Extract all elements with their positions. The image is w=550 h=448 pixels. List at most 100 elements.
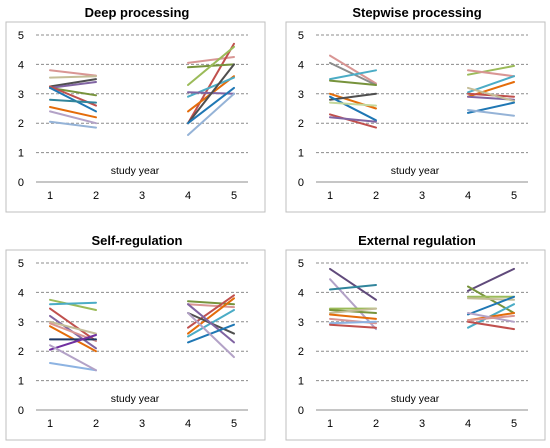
series-line [329,116,377,123]
series-line [329,95,377,122]
plot-frame [285,21,546,213]
x-tick-label: 3 [139,190,145,202]
y-tick-label: 2 [298,118,304,130]
y-tick-label: 5 [298,30,304,42]
x-tick-label: 3 [419,190,425,202]
x-tick-label: 5 [511,190,517,202]
plot-frame [5,21,266,213]
chart-title: Stepwise processing [352,5,481,20]
series-line [329,323,377,329]
y-tick-label: 1 [18,148,24,160]
series-line [329,101,377,107]
series-line [49,81,97,89]
plot-frame [285,249,546,441]
series-line [467,86,515,103]
y-tick-label: 0 [298,405,304,417]
series-line [329,267,377,301]
series-line [49,334,97,351]
y-tick-label: 0 [298,177,304,189]
y-tick-label: 5 [298,258,304,270]
x-tick-label: 5 [231,418,237,430]
series-line [187,92,235,136]
series-line [49,110,97,125]
chart-svg: Self-regulation 0 1 2 3 4 5 1 2 3 4 5 study year [5,233,266,441]
x-tick-label: 4 [185,418,191,430]
series-line [329,92,377,101]
y-tick-label: 2 [18,118,24,130]
chart-title: Deep processing [85,5,190,20]
x-tick-label: 4 [465,418,471,430]
chart-title: External regulation [358,233,476,248]
y-tick-label: 1 [298,148,304,160]
x-tick-label: 4 [465,190,471,202]
y-tick-label: 3 [298,89,304,101]
y-tick-label: 3 [18,89,24,101]
series-line [329,307,377,314]
series-line [187,63,235,125]
chart-stepwise-processing: Stepwise processing 0 1 2 3 4 5 1 2 3 4 5 study year [280,0,550,220]
y-tick-label: 1 [298,376,304,388]
y-tick-label: 3 [298,317,304,329]
series-line [49,298,97,311]
series-line [187,294,235,329]
x-tick-label: 3 [419,418,425,430]
series-line [49,106,97,119]
series-line [49,344,97,372]
series-line [329,69,377,81]
series-line [49,301,97,306]
series-line [467,267,515,292]
series-line [467,109,515,117]
x-tick-label: 2 [93,190,99,202]
x-axis-label: study year [111,393,160,405]
x-tick-label: 2 [373,190,379,202]
series-line [467,64,515,76]
x-tick-label: 2 [373,418,379,430]
chart-external-regulation: External regulation 0 1 2 3 4 5 1 2 3 4 5 study year [280,228,550,448]
series-line [49,75,97,79]
series-line [49,69,97,77]
series-line [467,314,515,322]
series-line [49,362,97,372]
x-tick-label: 1 [327,418,333,430]
x-tick-label: 2 [93,418,99,430]
x-axis-label: study year [391,165,440,177]
y-tick-label: 5 [18,30,24,42]
series-line [467,320,515,331]
series-line [49,307,97,342]
y-tick-label: 4 [298,59,304,71]
y-tick-label: 1 [18,376,24,388]
plot-frame [5,249,266,441]
series-line [187,303,235,344]
series-line [329,278,377,331]
series-line [329,54,377,85]
y-tick-label: 5 [18,258,24,270]
series-line [467,295,515,316]
chart-deep-processing: Deep processing 0 1 2 3 4 5 1 2 3 4 5 study year [0,0,270,220]
chart-svg: Deep processing 0 1 2 3 4 5 1 2 3 4 5 study year [5,5,266,213]
y-tick-label: 2 [18,346,24,358]
series-line [467,69,515,78]
series-line [49,98,97,104]
x-tick-label: 4 [185,190,191,202]
y-tick-label: 4 [18,287,24,299]
x-axis-label: study year [391,393,440,405]
chart-svg: Stepwise processing 0 1 2 3 4 5 1 2 3 4 5 study year [285,5,546,213]
series-line [329,79,377,86]
chart-title: Self-regulation [91,233,182,248]
series-line [329,284,377,291]
chart-svg: External regulation 0 1 2 3 4 5 1 2 3 4 5 study year [285,233,546,441]
series-line [329,113,377,129]
y-tick-label: 2 [298,346,304,358]
y-tick-label: 3 [18,317,24,329]
x-tick-label: 1 [327,190,333,202]
series-line [187,312,235,359]
y-tick-label: 0 [18,177,24,189]
y-tick-label: 4 [298,287,304,299]
x-tick-label: 5 [511,418,517,430]
x-tick-label: 3 [139,418,145,430]
series-line [187,45,235,86]
x-tick-label: 5 [231,190,237,202]
series-line [187,86,235,125]
series-line [329,320,377,325]
y-tick-label: 4 [18,59,24,71]
